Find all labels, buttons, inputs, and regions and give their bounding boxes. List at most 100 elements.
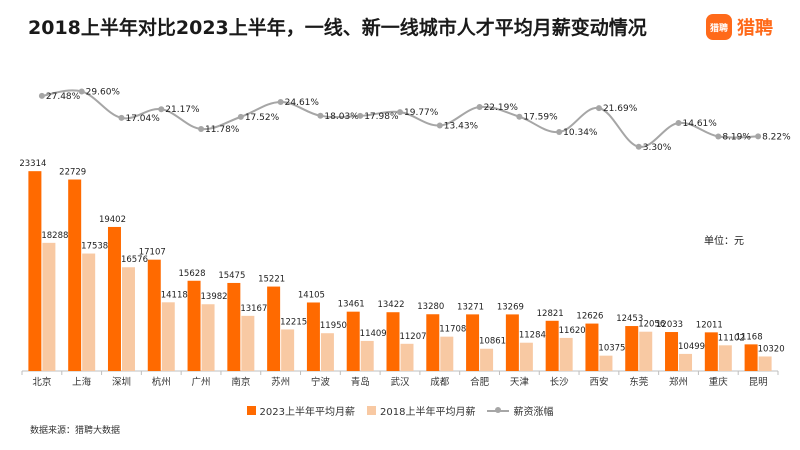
legend-line-growth [487,406,510,415]
bar-2018-0 [42,242,56,371]
category-label-0: 北京 [32,376,51,388]
liepin-logo: 猎聘 猎聘 [706,12,773,42]
legend-label-2018: 2018上半年平均月薪 [380,407,476,418]
category-label-14: 西安 [589,376,608,388]
bar-2023-10 [426,314,440,371]
category-label-10: 成都 [430,376,450,388]
bar-2018-17 [718,345,732,371]
growth-point-15 [635,143,642,150]
bar-2023-2 [107,226,121,371]
category-label-16: 郑州 [669,376,688,388]
growth-point-9 [397,109,403,116]
growth-label-1: 29.60% [86,87,121,97]
growth-point-14 [595,105,602,112]
bar-label-2023-14: 12626 [576,312,603,322]
bar-label-2023-18: 11168 [736,332,763,342]
bar-label-2023-12: 13269 [497,302,524,312]
bar-2023-8 [346,311,360,371]
bar-2018-15 [639,331,653,371]
bar-label-2018-15: 12056 [638,320,665,330]
category-label-9: 武汉 [390,376,410,388]
bar-2023-4 [187,280,201,371]
bar-label-2018-12: 11284 [519,331,546,341]
category-label-4: 广州 [192,376,211,388]
bar-label-2023-9: 13422 [377,300,404,310]
growth-point-8 [357,112,364,119]
growth-label-14: 21.69% [603,104,638,114]
bar-2018-2 [121,267,135,371]
chart-legend: 2023上半年平均月薪 2018上半年平均月薪 薪资涨幅 [0,403,800,418]
growth-point-12 [516,113,523,120]
growth-label-8: 17.98% [364,112,399,122]
bar-2018-4 [201,304,215,371]
bar-label-2023-8: 13461 [338,300,365,310]
unit-label: 单位：元 [704,236,744,247]
growth-point-0 [38,92,45,99]
growth-label-0: 27.48% [46,92,81,102]
growth-point-13 [556,128,563,135]
bar-2018-16 [679,353,693,371]
bar-2018-18 [758,356,772,371]
category-label-15: 东莞 [629,376,649,388]
data-source: 数据来源：猎聘大数据 [30,426,121,436]
growth-label-9: 19.77% [404,108,439,118]
bar-2023-15 [625,326,639,371]
bar-2018-6 [281,329,295,371]
bar-label-2023-15: 12453 [616,314,643,324]
category-label-8: 青岛 [351,376,370,388]
bar-label-2018-13: 11620 [559,326,586,336]
bar-2023-0 [28,171,42,371]
bar-label-2023-6: 15221 [258,275,285,285]
growth-label-17: 8.19% [722,132,751,142]
growth-point-17 [715,133,722,140]
bar-label-2023-0: 23314 [19,159,46,169]
growth-point-5 [237,113,244,120]
bar-label-2018-2: 16576 [121,255,148,265]
growth-point-4 [198,125,205,132]
bar-2018-14 [599,355,613,371]
bar-label-2023-17: 12011 [696,320,723,330]
growth-label-12: 17.59% [523,113,558,123]
category-label-17: 重庆 [709,376,729,388]
legend-item-2018: 2018上半年平均月薪 [367,403,475,418]
bar-label-2018-11: 10861 [479,337,506,347]
growth-point-11 [476,104,483,111]
legend-label-growth: 薪资涨幅 [513,407,554,418]
bar-label-2023-2: 19402 [99,215,126,225]
growth-label-2: 17.04% [125,114,160,124]
bar-label-2023-10: 13280 [417,302,444,312]
bar-2018-11 [480,348,494,371]
bar-2023-18 [744,344,758,371]
bar-2018-10 [440,336,454,371]
category-label-11: 合肥 [470,376,490,388]
growth-point-18 [755,133,762,140]
bar-2018-12 [519,342,533,371]
bar-2023-17 [704,332,718,371]
bar-2023-1 [68,179,82,371]
growth-label-5: 17.52% [245,113,280,123]
bar-label-2018-17: 11102 [718,333,745,343]
bar-label-2023-4: 15628 [179,269,206,279]
bar-label-2018-0: 18288 [41,231,68,241]
bar-label-2023-13: 12821 [537,309,564,319]
bar-label-2018-5: 13167 [240,304,267,314]
growth-point-3 [158,106,165,113]
bar-2018-13 [559,337,573,371]
bar-label-2018-10: 11708 [439,325,466,335]
growth-point-6 [277,98,284,105]
bar-2023-6 [267,286,281,371]
bar-label-2018-6: 12215 [280,317,307,327]
growth-label-13: 10.34% [563,128,598,138]
bar-label-2018-16: 10499 [678,342,705,352]
bar-2023-5 [227,282,241,371]
legend-item-2023: 2023上半年平均月薪 [246,403,355,418]
bar-label-2018-4: 13982 [201,292,228,302]
bar-2023-16 [665,332,679,371]
legend-item-growth: 薪资涨幅 [487,403,553,418]
bar-2023-14 [585,323,599,371]
growth-label-15: 3.30% [643,143,672,153]
liepin-logo-text: 猎聘 [737,18,773,39]
growth-label-16: 14.61% [683,119,718,129]
growth-label-7: 18.03% [324,112,359,122]
